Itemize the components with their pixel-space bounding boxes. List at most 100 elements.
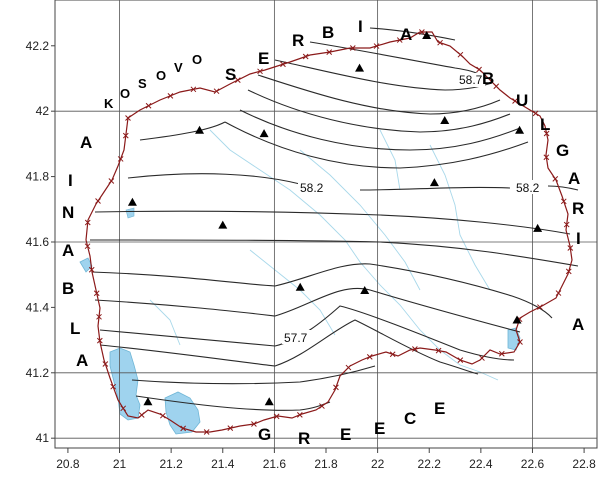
border-cross-mark <box>167 92 174 99</box>
stations <box>127 30 543 406</box>
country-letter: B <box>482 69 494 88</box>
country-letter: A <box>76 351 88 370</box>
border-cross-mark <box>84 243 91 250</box>
isoline-label: 58.2 <box>516 181 540 195</box>
station-triangle-marker <box>422 30 432 39</box>
x-tick-labels: 20.8 21 21.2 21.4 21.6 21.8 22 22.2 22.4 22.6 22.8 <box>56 448 596 471</box>
border-cross-mark <box>273 413 280 420</box>
y-tick-label: 41.6 <box>26 235 50 249</box>
isoline <box>131 365 376 385</box>
y-tick-label: 42 <box>36 104 50 118</box>
isoline <box>89 239 579 267</box>
border-cross-mark <box>567 245 574 251</box>
country-letter: C <box>404 409 416 428</box>
country-letter: G <box>258 425 271 444</box>
isoline-label: 58.2 <box>300 181 324 195</box>
border-cross-mark <box>498 350 505 357</box>
border-cross-mark <box>296 412 303 418</box>
country-letter: A <box>568 169 580 188</box>
country-letter: R <box>298 429 310 448</box>
country-letter: E <box>340 425 351 444</box>
border-cross-mark <box>437 39 443 46</box>
country-letter: R <box>292 31 304 50</box>
country-letter: L <box>540 115 550 134</box>
border-cross-mark <box>213 88 220 95</box>
border-cross-mark <box>117 156 124 162</box>
border-cross-mark <box>419 29 425 35</box>
isoline-label: 57.7 <box>284 331 308 345</box>
isoline <box>94 287 521 333</box>
x-tick-label: 22 <box>371 457 385 471</box>
country-letter: K <box>104 96 114 111</box>
border-cross-mark <box>543 154 550 161</box>
border-cross-mark <box>512 98 518 104</box>
lake-small-nw <box>125 207 135 219</box>
gridlines <box>55 0 597 448</box>
station-triangle-marker <box>429 178 439 187</box>
map-frame <box>54 0 598 449</box>
x-tick-label: 21.2 <box>159 457 183 471</box>
border-cross-mark <box>560 198 567 205</box>
isoline <box>257 74 501 115</box>
station-triangle-marker <box>195 125 205 134</box>
station-triangle-marker <box>360 286 370 295</box>
border-cross-mark <box>138 412 145 418</box>
isoline <box>99 319 479 375</box>
country-letter: L <box>70 319 80 338</box>
border-cross-mark <box>96 313 102 320</box>
y-tick-labels: 42.2 42 41.8 41.6 41.4 41.2 41 <box>26 39 55 445</box>
border-cross-mark <box>234 77 241 83</box>
border-cross-mark <box>125 115 131 121</box>
border-cross-mark <box>479 355 485 361</box>
station-triangle-marker <box>259 129 269 138</box>
country-letter: A <box>62 241 74 260</box>
station-triangle-marker <box>264 397 274 406</box>
river-vardar <box>209 129 499 381</box>
country-letter: E <box>258 49 269 68</box>
isoline <box>547 185 579 191</box>
border-cross-mark <box>552 176 559 182</box>
border-cross-mark <box>145 102 152 109</box>
country-letter: E <box>434 399 445 418</box>
station-triangle-marker <box>355 63 365 72</box>
country-letter: I <box>358 17 363 36</box>
isoline <box>139 121 226 141</box>
border-cross-mark <box>96 337 103 344</box>
border-cross-mark <box>95 198 101 204</box>
y-tick-label: 42.2 <box>26 39 50 53</box>
border-cross-mark <box>203 429 210 435</box>
x-tick-label: 20.8 <box>56 457 80 471</box>
border-cross-mark <box>563 221 570 228</box>
isoline <box>127 173 301 185</box>
isoline <box>247 89 511 133</box>
country-letter: O <box>156 68 166 83</box>
country-labels: S E R B I A B U L G A R I A K O S O V O … <box>62 17 584 448</box>
isoline <box>224 121 529 169</box>
country-letter: O <box>120 86 130 101</box>
border-cross-mark <box>227 425 234 432</box>
border-cross-mark <box>543 130 550 137</box>
border-cross-mark <box>366 354 373 360</box>
border-cross-mark <box>396 37 403 43</box>
station-triangle-marker <box>143 397 153 406</box>
country-letter: U <box>516 91 528 110</box>
y-tick-label: 41.2 <box>26 366 50 380</box>
border-cross-mark <box>319 403 325 409</box>
lake-small-west <box>79 257 93 273</box>
y-tick-label: 41 <box>36 431 50 445</box>
country-letter: R <box>572 199 584 218</box>
border-cross-mark <box>251 421 257 427</box>
border-cross-mark <box>457 51 464 58</box>
isoline <box>359 186 511 191</box>
label-greece: G R E E C E <box>258 399 445 448</box>
station-triangle-marker <box>515 125 525 134</box>
country-letter: G <box>556 141 569 160</box>
border-cross-mark <box>108 178 115 184</box>
isoline-labels: 58.7 58.2 58.2 57.7 <box>282 73 544 345</box>
border-cross-mark <box>120 405 127 412</box>
isoline <box>94 210 571 235</box>
country-letter: A <box>80 133 92 152</box>
border-cross-mark <box>93 290 100 297</box>
border-cross-mark <box>180 425 187 432</box>
x-tick-label: 22.2 <box>418 457 442 471</box>
